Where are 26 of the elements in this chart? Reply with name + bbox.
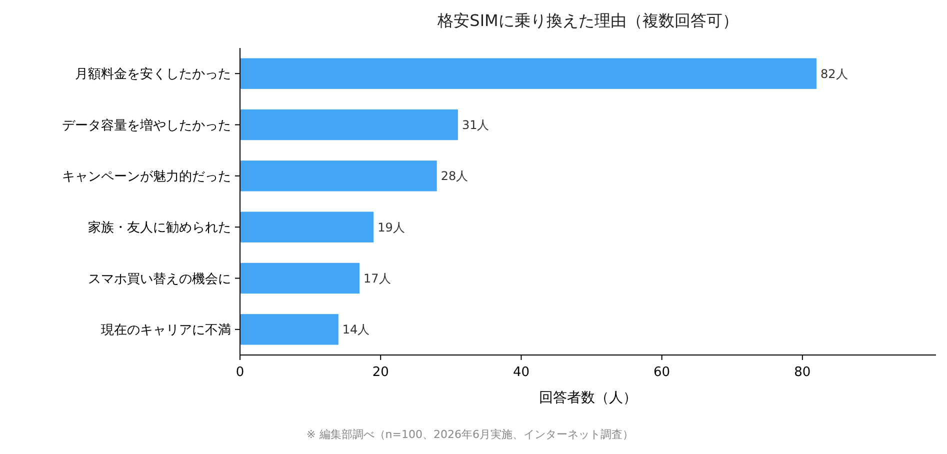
y-tick-label: 家族・友人に勧められた [88, 220, 231, 236]
x-axis-title: 回答者数（人） [539, 390, 637, 406]
bar [240, 314, 338, 345]
x-tick-label: 20 [372, 365, 389, 380]
bar [240, 160, 437, 192]
y-tick-label: キャンペーンが魅力的だった [62, 169, 231, 184]
text: ※ 編集部調べ（n=100、2026年6月実施、インターネット調査） [306, 428, 634, 441]
y-tick-label: スマホ買い替えの機会に [88, 272, 231, 287]
data-label: 82人 [820, 66, 848, 81]
data-label: 28人 [440, 169, 468, 184]
x-tick-label: 80 [794, 365, 811, 380]
y-tick-label: 現在のキャリアに不満 [101, 322, 231, 338]
bar [240, 109, 458, 140]
x-tick-label: 40 [512, 365, 530, 380]
data-label: 31人 [462, 118, 490, 132]
y-tick-label: 月額料金を安くしたかった [75, 66, 231, 82]
bar [240, 58, 816, 89]
data-label: 17人 [364, 271, 391, 286]
bar [240, 262, 360, 294]
x-tick-label: 0 [236, 365, 244, 380]
data-label: 19人 [378, 220, 405, 234]
x-tick-label: 60 [654, 365, 670, 380]
chart-title: 格安SIMに乗り換えた理由（複数回答可） [436, 11, 738, 30]
bar [240, 212, 374, 242]
data-label: 14人 [342, 322, 370, 337]
y-tick-label: データ容量を増やしたかった [62, 117, 231, 134]
